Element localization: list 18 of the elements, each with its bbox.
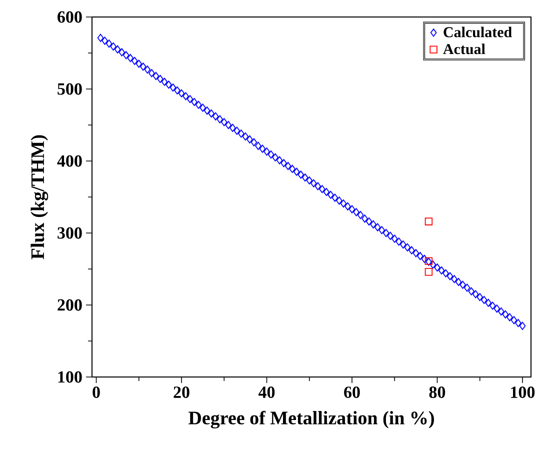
x-axis-title: Degree of Metallization (in %)	[188, 410, 434, 428]
y-axis-title: Flux (kg/THM)	[30, 135, 48, 260]
legend-label: Actual	[443, 44, 486, 54]
point	[424, 268, 433, 276]
y-tick-label: 400	[57, 155, 82, 167]
legend-label: Calculated	[444, 26, 512, 38]
x-tick-label: 20	[174, 386, 190, 398]
y-tick-label: 600	[58, 11, 82, 23]
y-tick-label: 300	[58, 227, 82, 239]
x-tick-label: 60	[344, 386, 360, 398]
point	[424, 218, 433, 226]
y-tick-label: 100	[58, 371, 82, 383]
x-tick-label: 40	[258, 386, 275, 398]
y-tick-label: 500	[58, 83, 82, 95]
x-tick-label: 100	[511, 386, 535, 398]
x-tick-label: 80	[429, 386, 446, 398]
x-tick-label: 0	[92, 386, 100, 398]
y-tick-label: 200	[58, 299, 82, 311]
